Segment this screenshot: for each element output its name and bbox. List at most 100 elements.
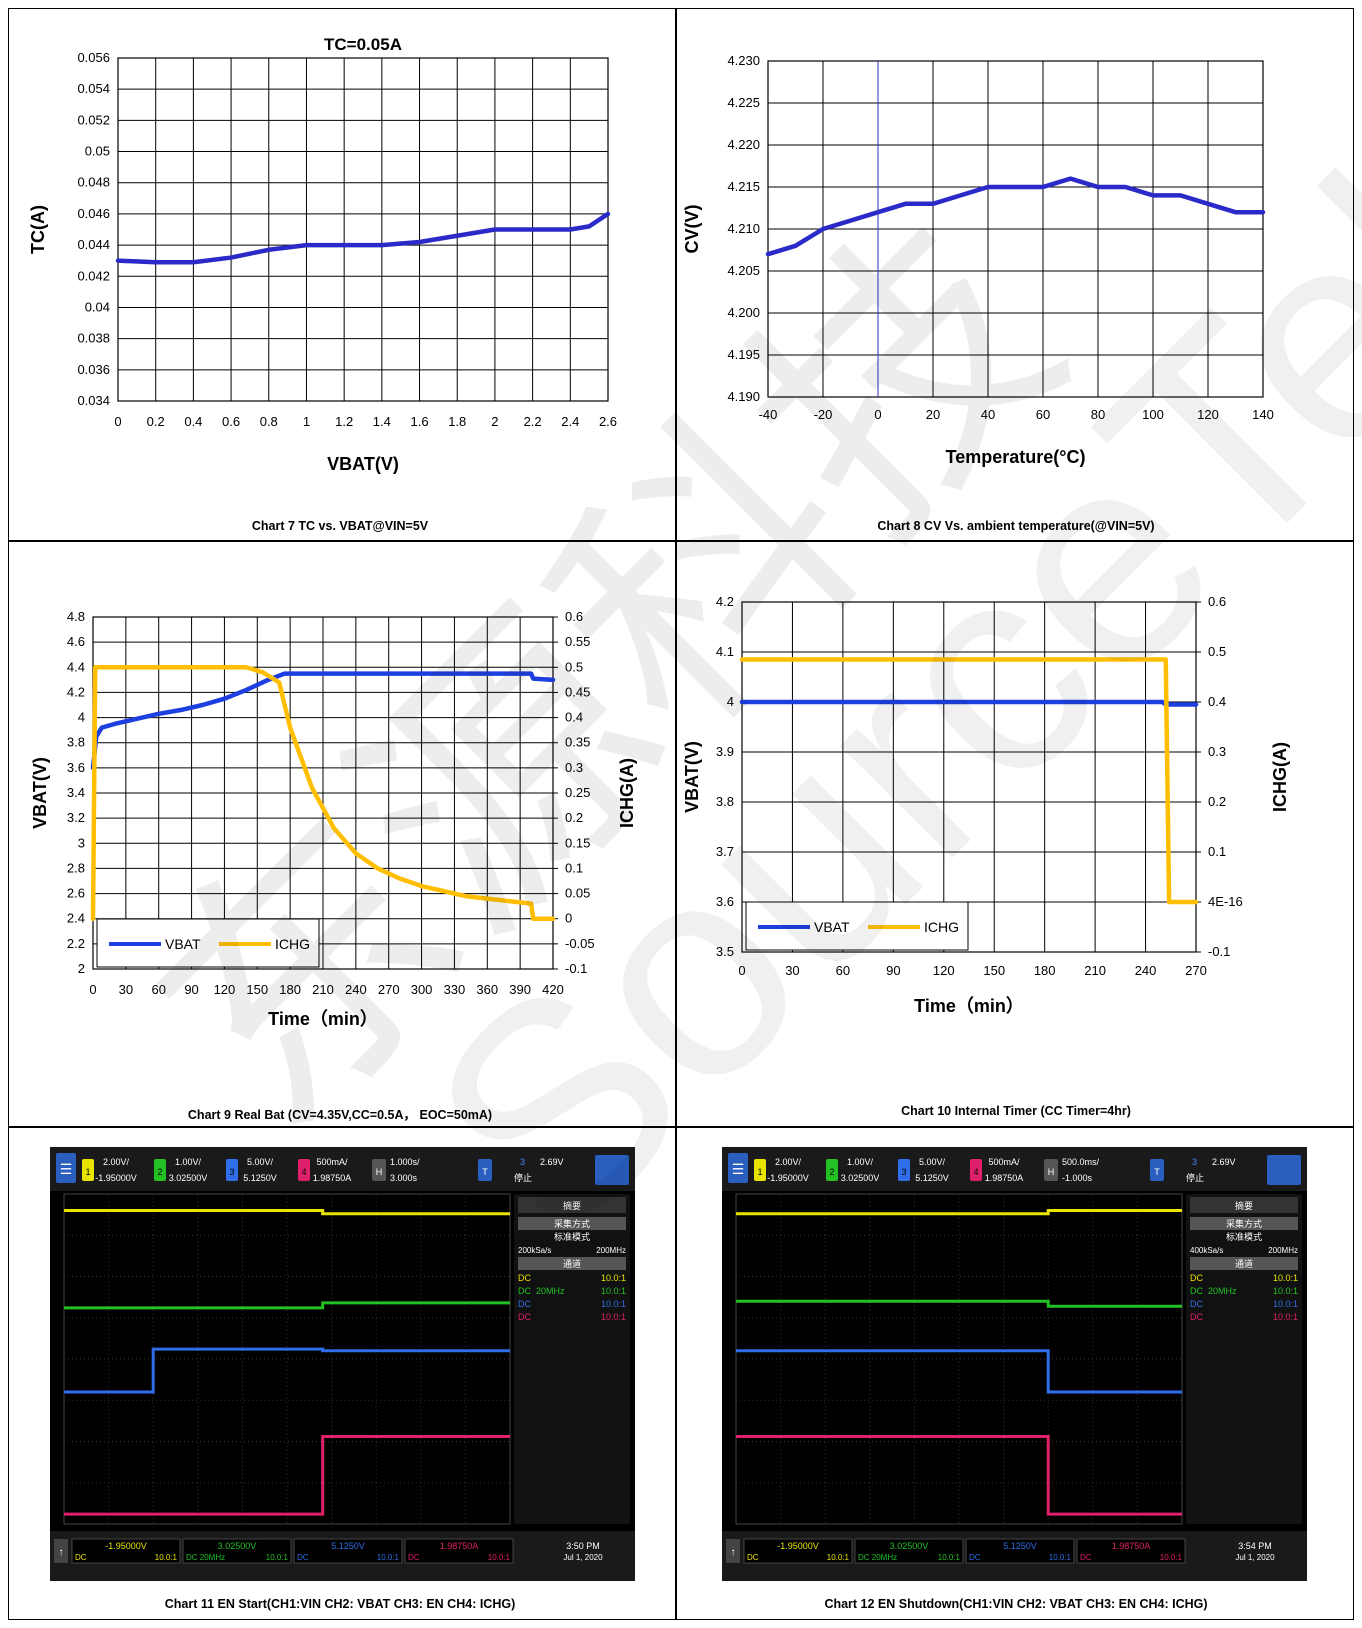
trigger-badge <box>478 1159 492 1181</box>
x-tick-label: 120 <box>1197 407 1219 422</box>
y-tick-label: 4.6 <box>67 634 85 649</box>
channel-probe: 10.0:1 <box>1273 1299 1298 1309</box>
timebase-scale: 1.000s/ <box>390 1157 420 1167</box>
series-line-tc <box>115 211 611 265</box>
plot-area-frame <box>767 60 1264 398</box>
footer-coupling: DC <box>297 1553 309 1562</box>
y-tick-label: 2 <box>78 961 85 976</box>
y-axis-label: VBAT(V) <box>682 741 702 813</box>
plot-area-frame <box>117 57 609 402</box>
footer-channel-box <box>404 1538 514 1564</box>
x-tick-label: -20 <box>814 407 833 422</box>
y-tick-label: 4.215 <box>727 179 760 194</box>
channel-probe: 10.0:1 <box>601 1312 626 1322</box>
x-tick-label: 30 <box>785 963 799 978</box>
series-line-ichg <box>739 657 1199 905</box>
channel-scale: 2.00V/ <box>103 1157 130 1167</box>
channel-coupling: DC <box>518 1286 531 1296</box>
y2-tick-label: -0.1 <box>565 961 587 976</box>
y-tick-label: 0.048 <box>77 175 110 190</box>
timebase-badge <box>372 1159 386 1181</box>
acq-mode: 标准模式 <box>554 1231 590 1242</box>
footer-coupling: DC <box>408 1553 420 1562</box>
y2-tick-label: 0.05 <box>565 886 590 901</box>
y2-tick-label: 0.5 <box>1208 644 1226 659</box>
y-axis-label: CV(V) <box>682 204 702 253</box>
channel-offset: 5.1250V <box>243 1173 277 1183</box>
scope-trace-ch4 <box>64 1435 510 1516</box>
x-tick-label: 330 <box>444 982 466 997</box>
timebase-delay: 3.000s <box>390 1173 418 1183</box>
footer-arrow-button <box>726 1539 740 1563</box>
scope-top-bar <box>50 1147 635 1191</box>
channel-4-badge <box>298 1159 310 1181</box>
y-tick-label: 0.036 <box>77 362 110 377</box>
x-axis-label: Time（min） <box>268 1009 378 1029</box>
y2-axis-label: ICHG(A) <box>617 758 637 828</box>
timebase-h: H <box>1048 1167 1055 1177</box>
caption-chart7: Chart 7 TC vs. VBAT@VIN=5V <box>251 519 429 533</box>
trigger-channel: 3 <box>520 1157 525 1167</box>
summary-panel <box>514 1194 630 1524</box>
x-tick-label: 1.2 <box>335 414 353 429</box>
summary-title: 摘要 <box>563 1200 581 1211</box>
x-tick-label: 100 <box>1142 407 1164 422</box>
chart-tc-vs-vbat: 0 0.2 0.4 0.6 0.8 1 1.2 1.4 1.6 1.8 2 2.2 2.4 2.6 0.03… <box>28 35 617 474</box>
footer-channel-box <box>743 1538 853 1564</box>
x-tick-label: 2 <box>491 414 498 429</box>
menu-icon: ☰ <box>60 1161 73 1177</box>
y2-tick-label: 0.2 <box>1208 794 1226 809</box>
y-tick-label: 0.054 <box>77 81 110 96</box>
acq-title: 采集方式 <box>1226 1218 1262 1229</box>
x-tick-label: 1.6 <box>410 414 428 429</box>
chart-internal-timer: 0 30 60 90 120 150 180 210 240 270 3.5 3.6 3.7 3.8 3.9… <box>682 594 1290 1016</box>
x-tick-label: 0.2 <box>147 414 165 429</box>
y2-tick-label: 0.3 <box>565 760 583 775</box>
oscilloscope-en-shutdown: ☰ 1 2.00V/ -1.95000V 2 1.00V/3.02500V 3 5.00V/5… <box>722 1147 1307 1581</box>
legend-label: VBAT <box>165 936 201 952</box>
acq-header <box>1190 1217 1298 1230</box>
channel-coupling: DC <box>1190 1286 1203 1296</box>
y2-tick-label: 0.45 <box>565 684 590 699</box>
series-line-tc <box>765 176 1266 257</box>
x-tick-label: 120 <box>214 982 236 997</box>
x-tick-label: 90 <box>184 982 198 997</box>
x-tick-label: 60 <box>836 963 850 978</box>
x-axis-label: Time（min） <box>914 996 1024 1016</box>
timebase-delay: -1.000s <box>1062 1173 1093 1183</box>
y2-tick-label: 0.4 <box>565 710 583 725</box>
channel-2-badge <box>154 1159 166 1181</box>
footer-offset: 3.02500V <box>218 1541 257 1551</box>
trigger-level: 2.69V <box>540 1157 564 1167</box>
y-tick-label: 0.044 <box>77 237 110 252</box>
y-tick-label: 4 <box>727 694 734 709</box>
footer-channel-box <box>71 1538 181 1564</box>
x-axis-label: Temperature(°C) <box>946 447 1086 467</box>
footer-probe: 10.0:1 <box>827 1553 850 1562</box>
x-tick-label: 140 <box>1252 407 1274 422</box>
x-tick-label: 0 <box>738 963 745 978</box>
chart-cv-vs-temperature: -40 -20 0 20 40 60 80 100 120 140 4.190 4.195 4.200 4… <box>682 53 1274 467</box>
series-line-ichg <box>90 665 556 921</box>
channel-1-badge <box>754 1159 766 1181</box>
footer-offset: -1.95000V <box>777 1541 819 1551</box>
x-tick-label: 0.8 <box>260 414 278 429</box>
footer-channel-box <box>182 1538 292 1564</box>
footer-probe: 10.0:1 <box>1049 1553 1072 1562</box>
channel-bw-limit: 20MHz <box>536 1286 565 1296</box>
y-tick-label: 0.046 <box>77 206 110 221</box>
y-tick-label: 4.200 <box>727 305 760 320</box>
y-tick-label: 4.4 <box>67 659 85 674</box>
y-tick-label: 4.2 <box>67 684 85 699</box>
column-divider <box>675 8 677 1620</box>
scope-trace-ch1 <box>64 1209 510 1216</box>
y-tick-label: 4.8 <box>67 609 85 624</box>
y-tick-label: 3.6 <box>67 760 85 775</box>
y-tick-label: 2.6 <box>67 886 85 901</box>
sample-rate: 200kSa/s <box>518 1246 551 1255</box>
channel-offset: 3.02500V <box>169 1173 208 1183</box>
y-axis-label: VBAT(V) <box>30 757 50 829</box>
scope-trace-ch4 <box>736 1435 1182 1516</box>
summary-header <box>518 1197 626 1213</box>
channel-offset: 5.1250V <box>915 1173 949 1183</box>
